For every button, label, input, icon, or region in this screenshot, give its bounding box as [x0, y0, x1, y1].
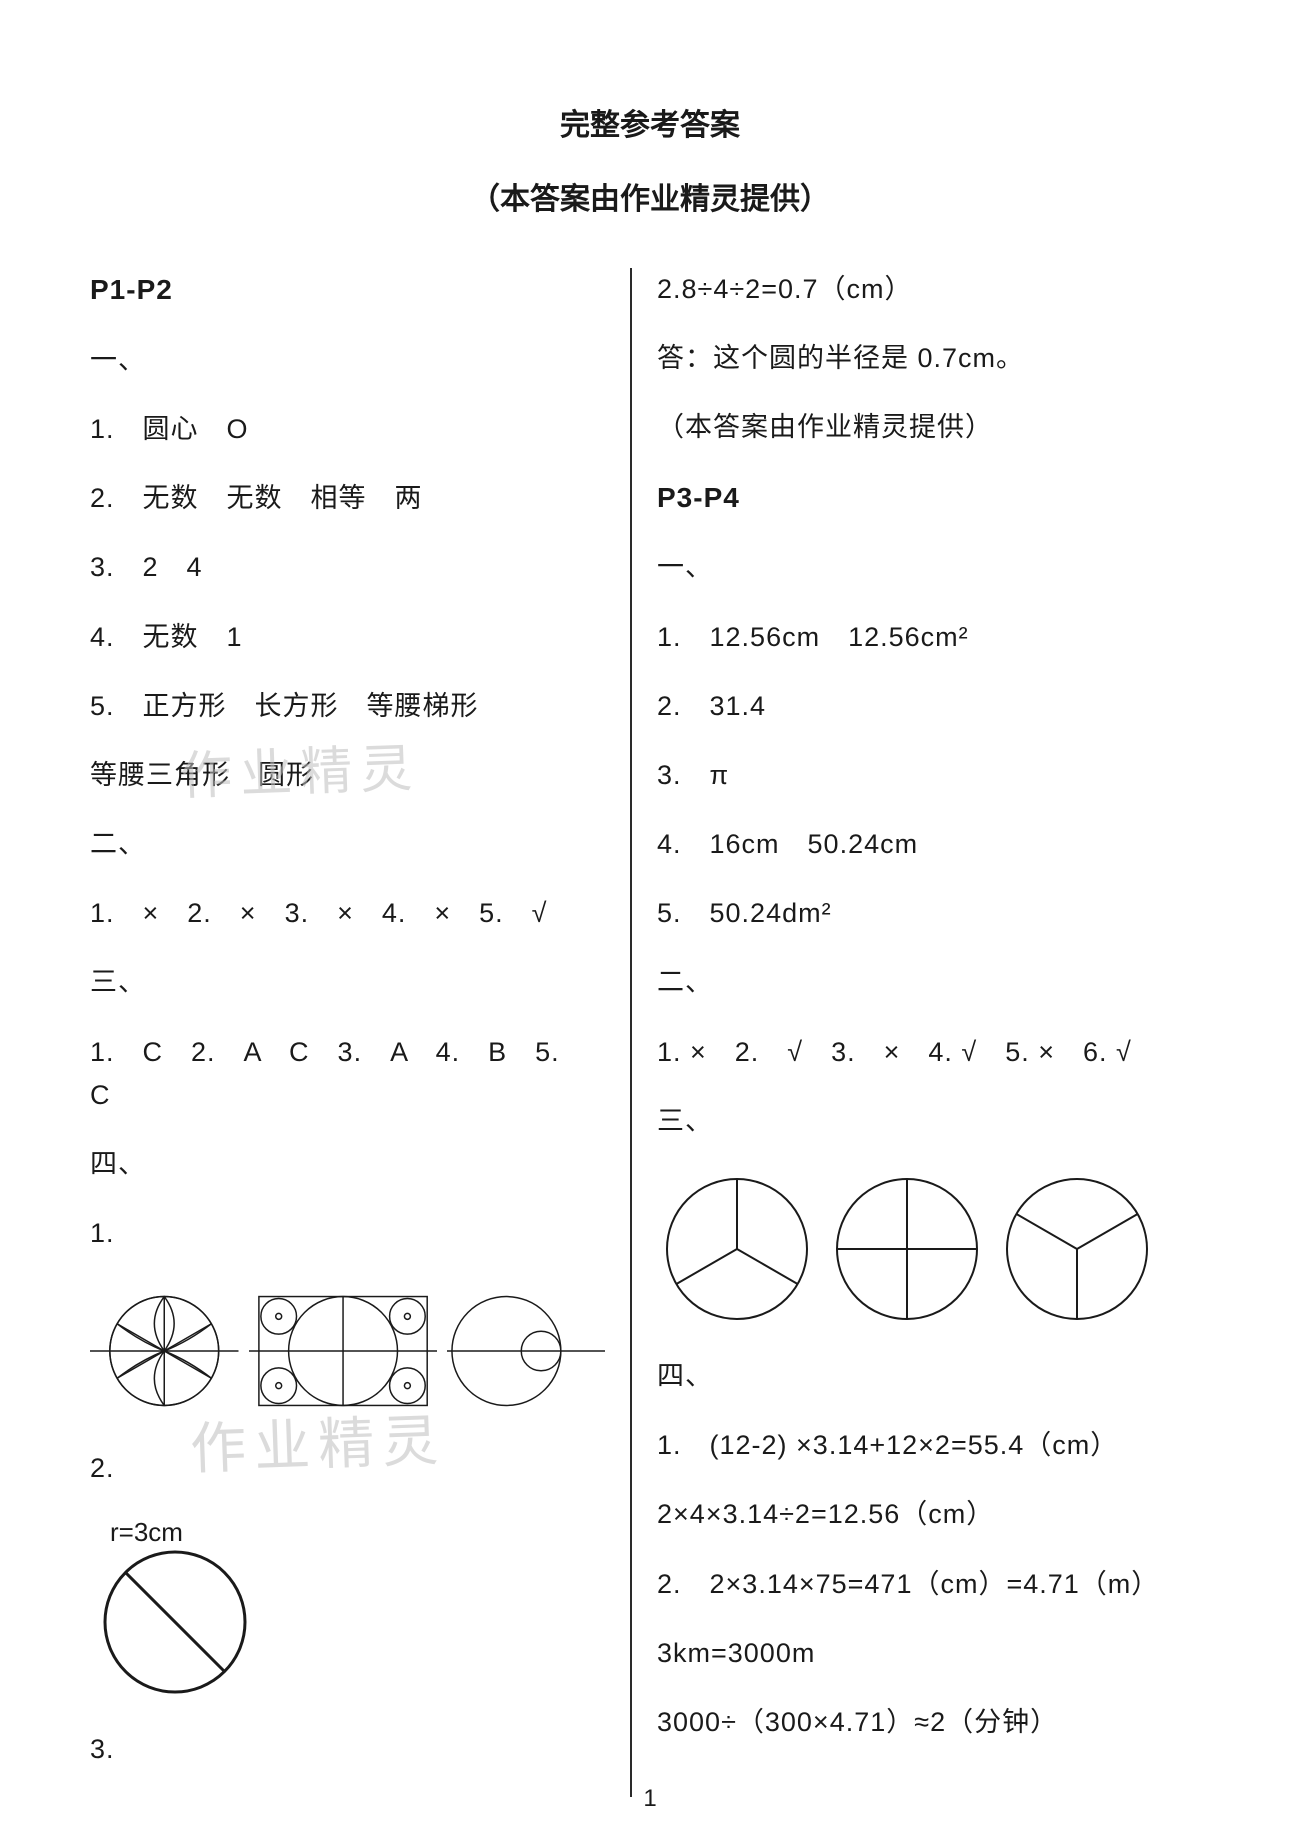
figure-flower-circle — [90, 1281, 239, 1421]
answer-line: 3000÷（300×4.71）≈2（分钟） — [657, 1701, 1210, 1744]
answer-line: 1. × 2. √ 3. × 4. √ 5. × 6. √ — [657, 1031, 1210, 1074]
section-header: P1-P2 — [90, 268, 605, 313]
figure-circles-in-square — [249, 1281, 437, 1421]
two-column-layout: P1-P2 一、 1. 圆心 O 2. 无数 无数 相等 两 3. 2 4 4.… — [90, 268, 1210, 1797]
answer-line: 1. 圆心 O — [90, 408, 605, 451]
circle-quarters — [827, 1169, 987, 1329]
subsection: 一、 — [90, 339, 605, 382]
answer-line: 5. 正方形 长方形 等腰梯形 — [90, 685, 605, 728]
subsection: 三、 — [90, 961, 605, 1004]
answer-line: 4. 无数 1 — [90, 616, 605, 659]
subsection: 二、 — [90, 823, 605, 866]
circle-thirds-1 — [657, 1169, 817, 1329]
answer-line: 3. 2 4 — [90, 546, 605, 589]
figure-row-1 — [90, 1281, 605, 1421]
answer-line: 答：这个圆的半径是 0.7cm。 — [657, 337, 1210, 380]
radius-label: r=3cm — [110, 1517, 183, 1548]
answer-line: 1. × 2. × 3. × 4. × 5. √ — [90, 892, 605, 935]
answer-line: 3. — [90, 1728, 605, 1771]
answer-line: 4. 16cm 50.24cm — [657, 823, 1210, 866]
left-column: P1-P2 一、 1. 圆心 O 2. 无数 无数 相等 两 3. 2 4 4.… — [90, 268, 630, 1797]
answer-line: 2. — [90, 1447, 605, 1490]
answer-line: 1. C 2. A C 3. A 4. B 5. C — [90, 1031, 605, 1117]
three-circles-row — [657, 1169, 1210, 1329]
answer-line: 1. (12-2) ×3.14+12×2=55.4（cm） — [657, 1424, 1210, 1467]
answer-line: 2×4×3.14÷2=12.56（cm） — [657, 1493, 1210, 1536]
subsection: 四、 — [90, 1143, 605, 1186]
answer-line: 等腰三角形 圆形 — [90, 754, 605, 797]
title-sub: （本答案由作业精灵提供） — [90, 174, 1210, 218]
page-number: 1 — [643, 1785, 656, 1813]
circle-thirds-2 — [997, 1169, 1157, 1329]
answer-line: 2. 无数 无数 相等 两 — [90, 477, 605, 520]
answer-line: 1. 12.56cm 12.56cm² — [657, 616, 1210, 659]
answer-line: 2. 31.4 — [657, 685, 1210, 728]
figure-two-circles — [447, 1281, 605, 1421]
title-main: 完整参考答案 — [90, 100, 1210, 144]
subsection: 四、 — [657, 1355, 1210, 1398]
answer-line: 1. — [90, 1212, 605, 1255]
answer-line: 2.8÷4÷2=0.7（cm） — [657, 268, 1210, 311]
section-header: P3-P4 — [657, 476, 1210, 521]
right-column: 2.8÷4÷2=0.7（cm） 答：这个圆的半径是 0.7cm。 （本答案由作业… — [632, 268, 1210, 1797]
figure-single-circle: r=3cm — [90, 1517, 605, 1702]
answer-line: 5. 50.24dm² — [657, 892, 1210, 935]
answer-line: 3km=3000m — [657, 1632, 1210, 1675]
subsection: 三、 — [657, 1100, 1210, 1143]
answer-line: 2. 2×3.14×75=471（cm）=4.71（m） — [657, 1563, 1210, 1606]
answer-line: 3. π — [657, 754, 1210, 797]
answer-line: （本答案由作业精灵提供） — [657, 406, 1210, 449]
subsection: 二、 — [657, 961, 1210, 1004]
subsection: 一、 — [657, 546, 1210, 589]
